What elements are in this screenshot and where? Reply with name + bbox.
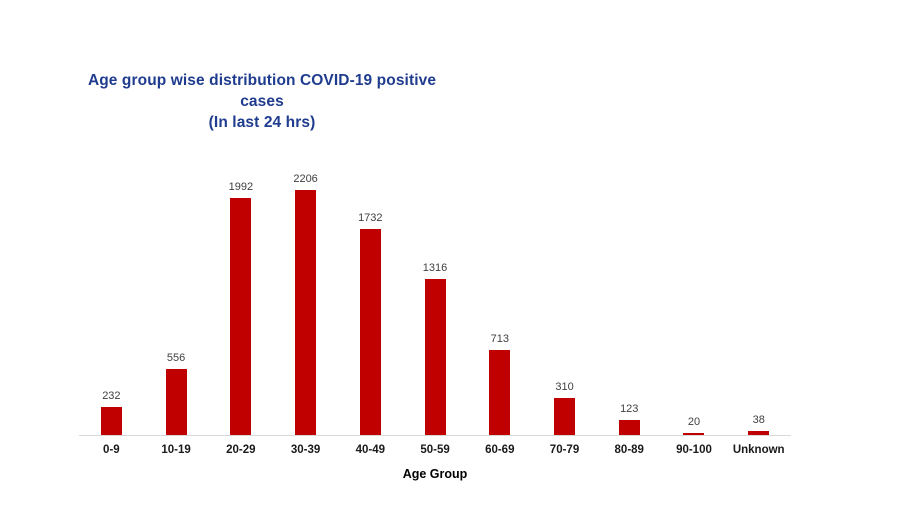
bar-column: 2206	[273, 173, 338, 435]
bar-column: 232	[79, 173, 144, 435]
bar-value-label: 2206	[293, 173, 318, 185]
bar-column: 1732	[338, 173, 403, 435]
bar-value-label: 38	[752, 413, 765, 426]
bar-value-label: 713	[490, 333, 509, 346]
bar	[100, 407, 122, 435]
x-tick-label: 90-100	[676, 444, 712, 456]
chart-title: Age group wise distribution COVID-19 pos…	[87, 72, 437, 110]
bar	[618, 420, 640, 435]
bar	[295, 190, 317, 435]
bar-value-label: 310	[555, 381, 574, 394]
plot-area: 232 556 1992 2206 1732 1316 713 310 123 20 38	[79, 173, 791, 436]
x-tick-label: 40-49	[355, 444, 386, 456]
x-axis-tick-labels: 0-9 10-19 20-29 30-39 40-49 50-59 60-69 70-79 80…	[79, 444, 791, 456]
bar-column: 713	[467, 173, 532, 435]
x-tick-label: 0-9	[103, 444, 120, 456]
x-tick-label: 60-69	[485, 444, 515, 456]
x-tick-label: 50-59	[420, 444, 450, 456]
bar-column: 1992	[208, 173, 273, 435]
x-tick-label: 10-19	[161, 444, 191, 456]
x-tick-label: 80-89	[614, 444, 644, 456]
x-tick-label: 70-79	[549, 444, 580, 456]
bar-column: 556	[144, 173, 209, 435]
bar	[165, 369, 187, 435]
bar-column: 38	[726, 173, 791, 435]
bar-value-label: 1992	[228, 181, 254, 194]
bar	[424, 278, 446, 435]
bar	[748, 430, 770, 435]
bar	[554, 398, 575, 435]
bar-column: 123	[597, 173, 662, 435]
chart-subtitle: (In last 24 hrs)	[208, 114, 316, 131]
bar	[230, 198, 252, 435]
x-axis-title: Age Group	[402, 467, 468, 481]
bar	[359, 229, 381, 435]
bar	[683, 432, 705, 435]
bar-value-label: 123	[620, 403, 639, 416]
bar-column: 310	[532, 173, 597, 435]
bar-value-label: 232	[102, 390, 121, 403]
bar-value-label: 556	[166, 352, 186, 364]
bar-value-label: 1316	[422, 261, 448, 274]
x-tick-label: Unknown	[732, 444, 785, 456]
bar-value-label: 1732	[358, 212, 383, 225]
x-tick-label: 20-29	[226, 444, 256, 456]
bar-value-label: 20	[687, 415, 701, 428]
bar-column: 20	[662, 173, 727, 435]
x-tick-label: 30-39	[290, 444, 321, 456]
bar-column: 1316	[403, 173, 468, 435]
chart-title-block: Age group wise distribution COVID-19 pos…	[65, 70, 459, 133]
bar	[489, 350, 511, 435]
